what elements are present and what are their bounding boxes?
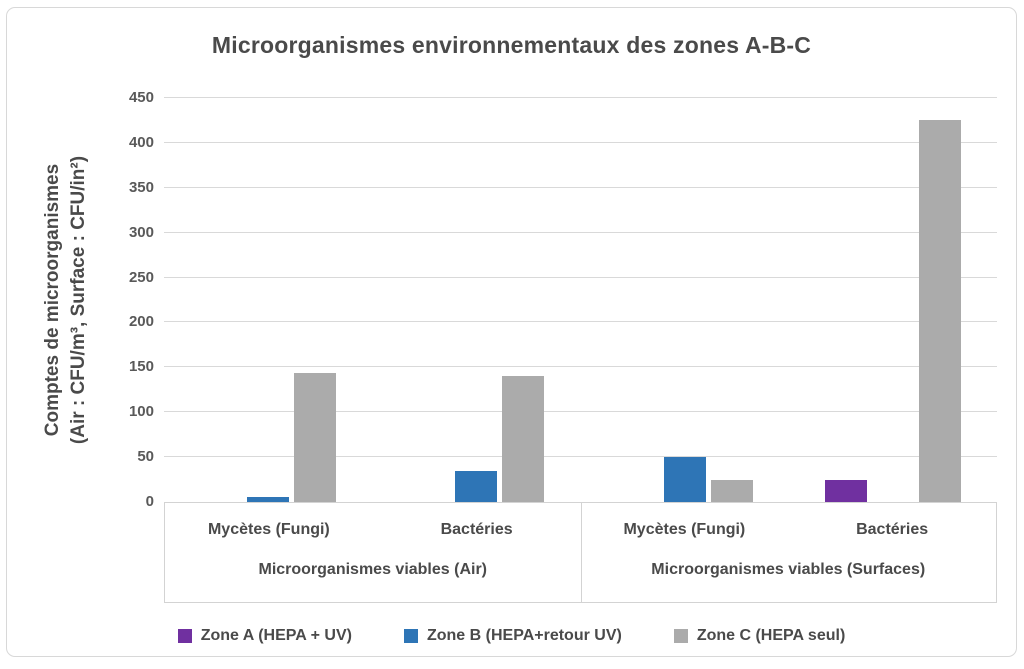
bar-b-cat3	[663, 457, 706, 502]
y-tick-label: 50	[137, 448, 154, 466]
x-axis-label-box: Mycètes (Fungi) Bactéries Mycètes (Fungi) B…	[164, 502, 997, 603]
y-axis-title: Comptes de microorganismes (Air : CFU/m³…	[40, 80, 98, 520]
legend-label: Zone C (HEPA seul)	[696, 627, 846, 644]
y-tick-label: 300	[128, 223, 154, 241]
legend-item: Zone C (HEPA seul)	[673, 627, 846, 645]
category-label: Mycètes (Fungi)	[623, 521, 746, 538]
gridline	[164, 411, 997, 413]
y-tick-label: 350	[128, 178, 154, 196]
gridline	[164, 366, 997, 368]
bar-c-cat4	[918, 120, 961, 502]
bar-b-cat1	[247, 496, 290, 502]
legend-swatch-icon	[403, 629, 418, 643]
gridline	[164, 97, 997, 98]
category-label-row: Mycètes (Fungi) Bactéries Mycètes (Fungi) B…	[165, 503, 996, 539]
y-tick-label: 200	[128, 313, 154, 331]
group-divider-line	[580, 503, 582, 602]
group-label-row: Microorganismes viables (Air) Microorgani…	[165, 539, 996, 579]
gridline	[164, 186, 997, 188]
category-label: Mycètes (Fungi)	[207, 521, 330, 538]
bar-c-cat3	[710, 479, 753, 502]
gridline	[164, 321, 997, 323]
bar-b-cat2	[455, 470, 498, 502]
y-tick-label: 100	[128, 403, 154, 421]
legend-label: Zone A (HEPA + UV)	[200, 627, 352, 644]
category-label: Bactéries	[856, 521, 929, 538]
y-tick-label: 400	[128, 133, 154, 151]
y-tick-label: 0	[145, 493, 154, 510]
legend: Zone A (HEPA + UV) Zone B (HEPA+retour UV…	[7, 621, 1016, 651]
chart-frame: Microorganismes environnementaux des zon…	[6, 7, 1017, 657]
group-label: Microorganismes viables (Air)	[258, 561, 487, 578]
gridline	[164, 141, 997, 143]
category-label: Bactéries	[440, 521, 513, 538]
chart-title: Microorganismes environnementaux des zon…	[211, 32, 812, 58]
legend-swatch-icon	[177, 629, 192, 643]
y-axis-ticks: 0 50 100 150 200 250 300 350 400 450	[95, 89, 154, 510]
legend-item: Zone A (HEPA + UV)	[177, 627, 352, 645]
bar-a-cat4	[824, 479, 867, 502]
y-tick-label: 150	[128, 358, 154, 376]
legend-label: Zone B (HEPA+retour UV)	[426, 627, 622, 644]
y-tick-label: 250	[128, 268, 154, 286]
group-label: Microorganismes viables (Surfaces)	[651, 561, 926, 578]
gridline	[164, 231, 997, 233]
gridline	[164, 456, 997, 458]
y-tick-label: 450	[128, 89, 154, 106]
legend-swatch-icon	[673, 629, 688, 643]
bar-c-cat1	[294, 372, 337, 502]
gridline	[164, 276, 997, 278]
y-axis-title-line2: (Air : CFU/m³, Surface : CFU/in²)	[67, 155, 89, 445]
y-axis-title-line1: Comptes de microorganismes	[42, 163, 63, 437]
legend-item: Zone B (HEPA+retour UV)	[403, 627, 622, 645]
plot-area	[164, 97, 997, 502]
bar-c-cat2	[502, 376, 545, 502]
